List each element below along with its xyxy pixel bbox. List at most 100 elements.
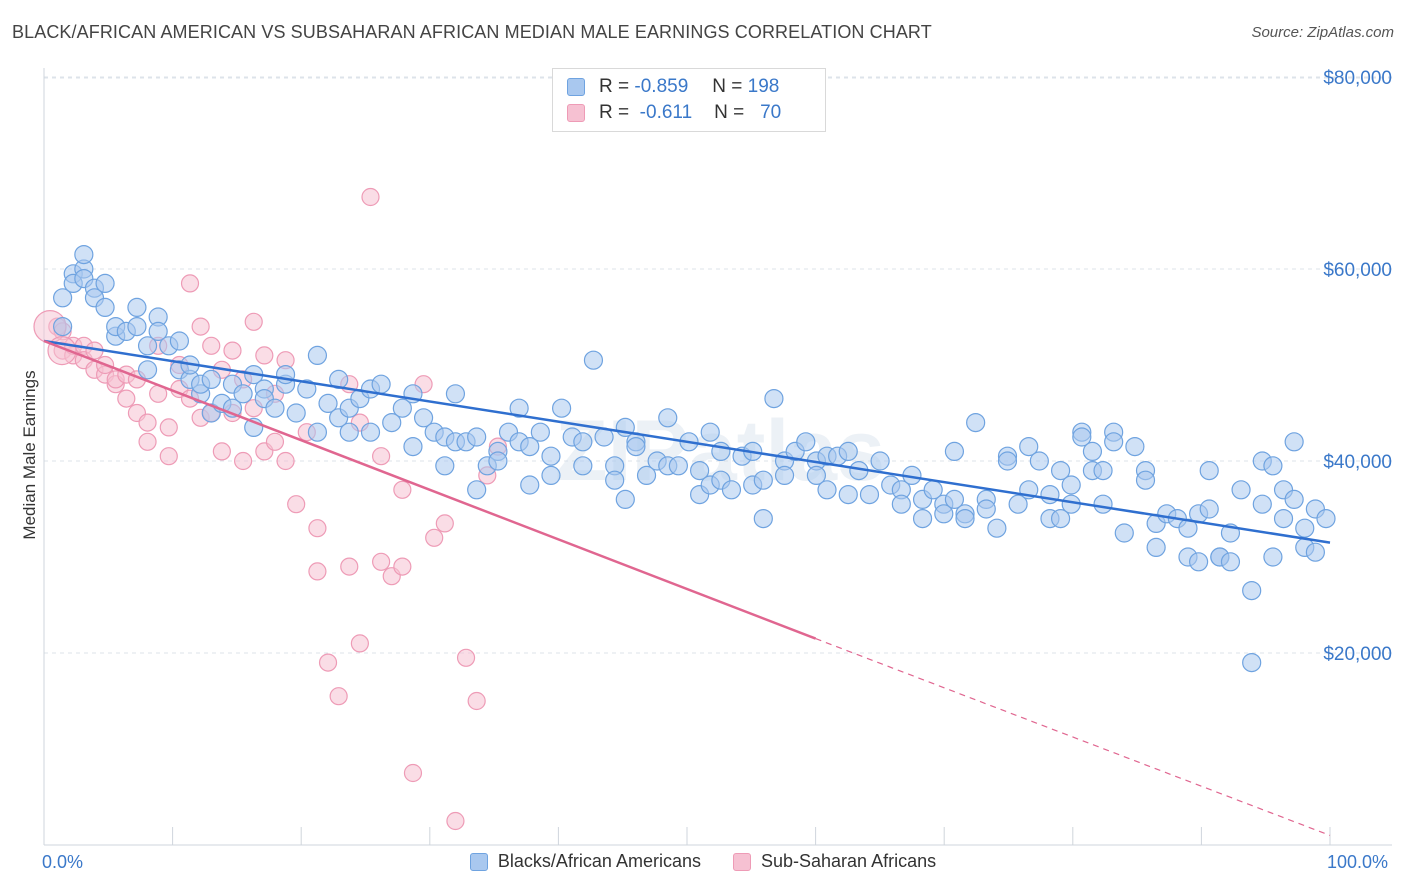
y-tick-labels: $20,000 $40,000 $60,000 $80,000: [1323, 68, 1392, 665]
data-point-subsaharan: [276, 451, 295, 471]
data-point-blacks: [1242, 652, 1262, 673]
data-point-blacks: [371, 374, 391, 394]
data-point-blacks: [509, 398, 529, 418]
legend-swatch-pink: [732, 852, 751, 871]
trend-line-blacks: [43, 339, 1331, 544]
x-tick-min: 0.0%: [42, 852, 84, 872]
data-point-blacks: [838, 485, 858, 505]
data-point-blacks: [764, 389, 784, 409]
data-point-blacks: [307, 345, 328, 365]
data-point-blacks: [806, 465, 827, 485]
data-point-blacks: [1135, 470, 1156, 490]
data-point-blacks: [976, 499, 996, 519]
data-point-subsaharan: [244, 312, 263, 331]
data-point-blacks: [1093, 494, 1113, 514]
data-point-subsaharan: [138, 432, 157, 451]
data-point-blacks: [1199, 461, 1219, 481]
data-point-blacks: [1072, 427, 1092, 447]
data-point-blacks: [721, 480, 742, 500]
data-point-blacks: [615, 489, 635, 509]
data-point-blacks: [573, 456, 593, 476]
data-point-blacks: [74, 245, 94, 265]
data-point-blacks: [1029, 451, 1049, 471]
data-point-blacks: [339, 422, 359, 442]
y-tick-label: $60,000: [1323, 260, 1392, 281]
data-point-blacks: [53, 288, 73, 308]
data-point-blacks: [1242, 580, 1262, 601]
data-point-blacks: [413, 408, 434, 428]
data-point-blacks: [1061, 475, 1081, 495]
data-point-blacks: [95, 273, 115, 293]
stats-n-value: 70: [760, 102, 782, 123]
data-point-blacks: [53, 317, 73, 337]
data-point-blacks: [467, 427, 487, 447]
series-legend: Blacks/African Americans Sub-Saharan Afr…: [0, 851, 1406, 872]
data-point-subsaharan: [138, 413, 157, 432]
data-point-blacks: [700, 422, 720, 442]
legend-swatch-blue: [469, 852, 488, 871]
legend-label-blacks: Blacks/African Americans: [497, 851, 701, 871]
data-point-subsaharan: [361, 187, 380, 207]
series-blacks-points: [53, 245, 1336, 673]
source-label: Source: ZipAtlas.com: [1251, 24, 1394, 41]
data-point-blacks: [668, 456, 688, 476]
data-point-subsaharan: [255, 346, 274, 365]
data-point-blacks: [997, 451, 1018, 471]
data-point-subsaharan: [393, 557, 412, 576]
data-point-blacks: [137, 360, 158, 380]
data-point-blacks: [690, 461, 710, 481]
stats-r-label: R =: [599, 102, 630, 123]
data-point-blacks: [912, 508, 933, 529]
data-point-blacks: [541, 446, 561, 466]
data-point-blacks: [1146, 537, 1166, 558]
data-point-blacks: [445, 384, 466, 404]
data-point-blacks: [1114, 523, 1134, 543]
data-point-blacks: [636, 465, 657, 485]
data-point-blacks: [859, 485, 880, 505]
data-point-subsaharan: [265, 432, 285, 451]
data-point-blacks: [1295, 518, 1315, 538]
legend-swatch-pink: [567, 104, 585, 122]
data-point-blacks: [753, 470, 773, 490]
data-point-blacks: [870, 451, 890, 471]
data-point-blacks: [1273, 508, 1294, 529]
data-point-blacks: [307, 422, 328, 442]
data-point-blacks: [944, 489, 965, 509]
data-point-blacks: [95, 297, 115, 317]
stats-n-label: N =: [712, 76, 743, 97]
data-point-blacks: [753, 508, 773, 529]
stats-r-value: -0.611: [639, 102, 693, 123]
data-point-subsaharan: [403, 763, 423, 783]
data-point-blacks: [955, 508, 975, 529]
data-point-subsaharan: [159, 447, 178, 466]
data-point-subsaharan: [456, 648, 476, 667]
y-tick-label: $20,000: [1323, 644, 1392, 665]
data-point-blacks: [944, 441, 965, 461]
data-point-blacks: [488, 451, 508, 471]
data-point-blacks: [169, 331, 189, 351]
x-tick-max: 100.0%: [1327, 852, 1389, 872]
data-point-blacks: [1199, 499, 1219, 519]
chart-title: BLACK/AFRICAN AMERICAN VS SUBSAHARAN AFR…: [12, 22, 932, 42]
trend-lines: [43, 339, 1331, 836]
data-point-blacks: [1188, 552, 1209, 572]
data-point-blacks: [891, 494, 911, 514]
stats-r-value: -0.859: [634, 76, 689, 97]
data-point-blacks: [1082, 441, 1103, 461]
legend-item-blacks[interactable]: Blacks/African Americans: [469, 851, 701, 872]
data-point-blacks: [838, 441, 858, 461]
data-point-blacks: [1231, 480, 1251, 500]
data-point-blacks: [403, 437, 423, 457]
data-point-blacks: [1263, 547, 1283, 567]
data-point-subsaharan: [318, 653, 338, 672]
stats-n-label: N =: [714, 102, 745, 123]
data-point-blacks: [817, 480, 837, 500]
data-point-subsaharan: [350, 634, 369, 653]
stats-n-value: 198: [747, 76, 780, 97]
legend-item-subsaharan[interactable]: Sub-Saharan Africans: [732, 851, 936, 872]
data-point-subsaharan: [435, 514, 454, 533]
legend-swatch-blue: [567, 78, 585, 96]
data-point-blacks: [966, 413, 986, 433]
data-point-blacks: [1104, 432, 1124, 452]
